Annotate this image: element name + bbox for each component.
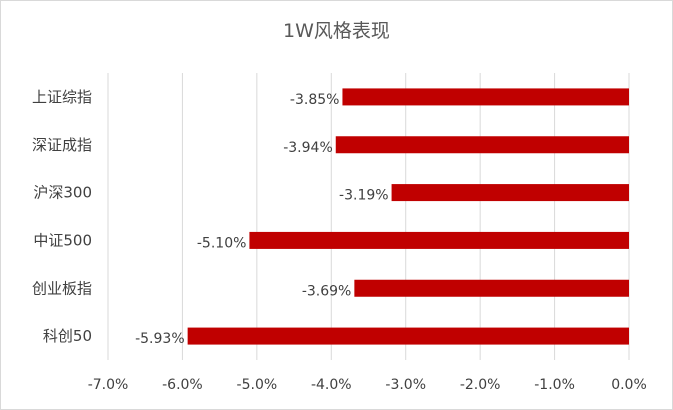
data-label: -3.94% bbox=[283, 140, 333, 156]
data-label: -5.93% bbox=[135, 331, 185, 347]
x-tick-label: -1.0% bbox=[534, 377, 575, 393]
x-tick-label: -5.0% bbox=[237, 377, 278, 393]
bar bbox=[335, 136, 629, 154]
chart-title: 1W风格表现 bbox=[283, 20, 390, 42]
bar bbox=[249, 231, 629, 249]
x-tick-label: -2.0% bbox=[460, 377, 501, 393]
bar bbox=[391, 184, 629, 202]
category-label: 科创50 bbox=[43, 327, 92, 345]
category-label: 中证500 bbox=[33, 231, 92, 249]
x-tick-label: -4.0% bbox=[311, 377, 352, 393]
bar bbox=[354, 279, 629, 297]
bar bbox=[342, 88, 629, 106]
data-label: -5.10% bbox=[197, 235, 247, 251]
category-label: 深证成指 bbox=[32, 136, 92, 154]
data-label: -3.69% bbox=[302, 283, 352, 299]
x-tick-label: 0.0% bbox=[611, 377, 647, 393]
data-label: -3.85% bbox=[290, 92, 340, 108]
x-tick-label: -3.0% bbox=[385, 377, 426, 393]
bar bbox=[187, 327, 630, 345]
category-label: 上证综指 bbox=[32, 88, 92, 106]
data-label: -3.19% bbox=[339, 188, 389, 204]
x-tick-label: -7.0% bbox=[88, 377, 129, 393]
category-label: 沪深300 bbox=[33, 184, 92, 202]
category-label: 创业板指 bbox=[32, 279, 92, 297]
x-tick-label: -6.0% bbox=[162, 377, 203, 393]
